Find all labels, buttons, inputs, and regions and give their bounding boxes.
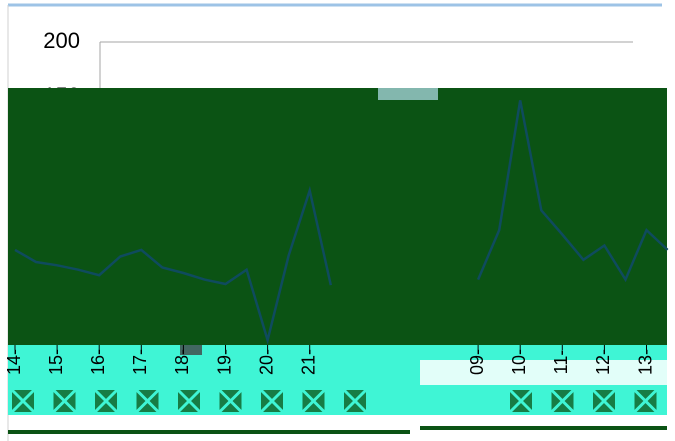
glitch-block xyxy=(8,88,667,345)
glitch-glyph xyxy=(259,388,285,414)
glitch-glyph xyxy=(10,388,36,414)
x-tick-label: 20- xyxy=(256,349,276,375)
x-tick-label: 13- xyxy=(635,349,655,375)
x-tick-label: 15- xyxy=(46,349,66,375)
x-tick-label: 14- xyxy=(4,349,24,375)
glitch-glyph xyxy=(176,388,202,414)
x-tick-label: 12- xyxy=(593,349,613,375)
x-tick-label: 19- xyxy=(214,349,234,375)
x-tick-label: 21- xyxy=(298,349,318,375)
data-line xyxy=(14,100,669,345)
glitch-glyph xyxy=(180,345,202,355)
glitch-noise xyxy=(10,88,658,414)
glitch-glyph xyxy=(52,388,77,414)
glitch-glyph xyxy=(508,388,534,414)
glitch-glyph xyxy=(135,388,160,414)
glitch-glyph xyxy=(93,388,119,414)
x-tick-label: 10- xyxy=(509,349,529,375)
glitch-glyph xyxy=(342,388,368,414)
x-tick-label: 18- xyxy=(172,349,192,375)
glitch-glyph xyxy=(218,388,243,414)
y-tick-label: 200 xyxy=(43,28,80,53)
glitch-glyph xyxy=(301,388,326,414)
x-tick-label: 16- xyxy=(88,349,108,375)
x-tick-label: 11- xyxy=(551,350,571,375)
glitch-glyph xyxy=(550,388,575,414)
glitch-glyph xyxy=(378,88,438,100)
glitch-patch xyxy=(420,360,667,385)
glitch-glyph xyxy=(633,388,658,414)
x-tick-label: 09- xyxy=(467,349,487,375)
glitch-glyph xyxy=(591,388,617,414)
x-tick-label: 17- xyxy=(130,349,150,375)
